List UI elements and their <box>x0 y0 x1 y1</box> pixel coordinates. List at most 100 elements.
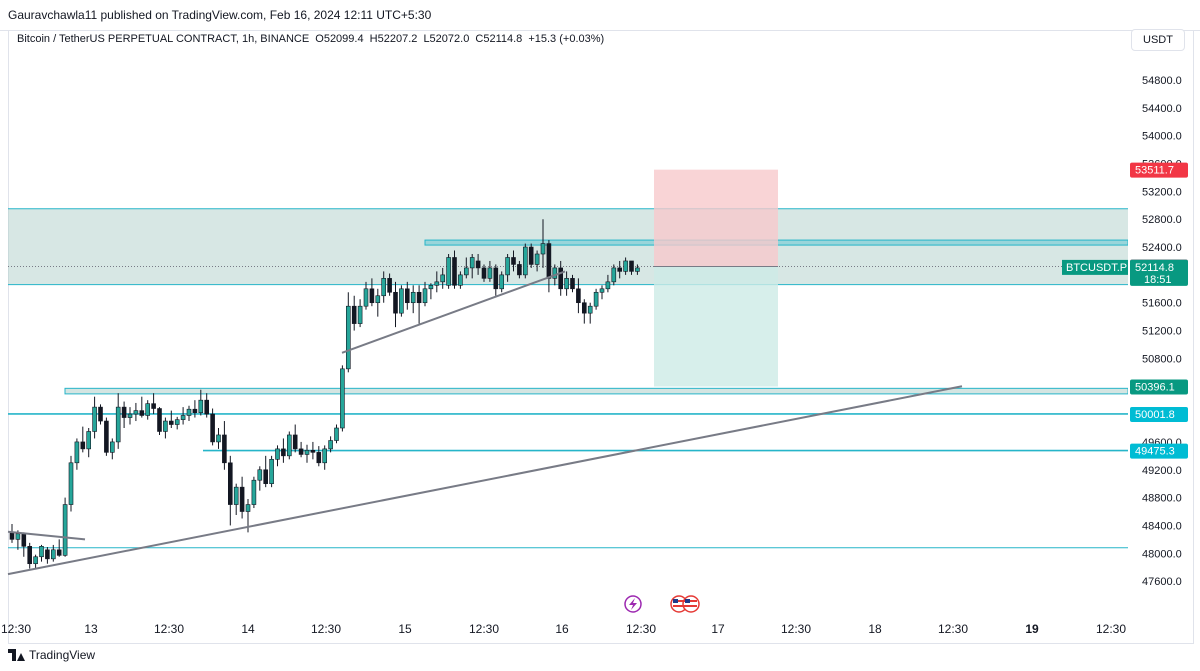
candle-body[interactable] <box>611 267 617 283</box>
candle-body[interactable] <box>487 267 493 279</box>
candle-body[interactable] <box>257 469 263 481</box>
candle-body[interactable] <box>334 427 339 441</box>
candle-body[interactable] <box>9 532 15 540</box>
candle-body[interactable] <box>623 260 628 272</box>
us-flag-icon[interactable] <box>682 595 700 613</box>
candle-body[interactable] <box>587 305 593 314</box>
candle-body[interactable] <box>50 549 56 560</box>
candle-body[interactable] <box>499 274 505 290</box>
candle-body[interactable] <box>33 556 38 565</box>
candle-body[interactable] <box>540 243 546 255</box>
candle-body[interactable] <box>363 288 369 307</box>
candle-body[interactable] <box>304 449 310 455</box>
candle-body[interactable] <box>133 410 139 415</box>
candle-body[interactable] <box>127 413 133 418</box>
symbol-name[interactable]: Bitcoin / TetherUS PERPETUAL CONTRACT, 1… <box>17 33 310 45</box>
candle-body[interactable] <box>310 449 316 453</box>
candle-body[interactable] <box>552 267 558 279</box>
candle-body[interactable] <box>292 434 298 450</box>
candle-body[interactable] <box>169 420 174 425</box>
candle-body[interactable] <box>45 549 50 560</box>
candle-body[interactable] <box>157 408 162 432</box>
candle-body[interactable] <box>399 288 404 314</box>
candle-body[interactable] <box>222 434 227 464</box>
candle-body[interactable] <box>110 441 115 453</box>
candle-body[interactable] <box>570 278 575 290</box>
candle-body[interactable] <box>345 305 351 370</box>
candle-body[interactable] <box>493 267 499 290</box>
candle-body[interactable] <box>393 291 398 314</box>
candle-body[interactable] <box>434 281 440 286</box>
candle-body[interactable] <box>576 288 581 304</box>
candle-body[interactable] <box>68 462 74 505</box>
candle-body[interactable] <box>522 246 528 276</box>
candle-body[interactable] <box>62 504 68 556</box>
candle-body[interactable] <box>564 278 569 290</box>
support-zone[interactable] <box>64 387 1129 395</box>
candle-body[interactable] <box>228 462 233 505</box>
currency-button[interactable]: USDT <box>1131 29 1185 51</box>
candle-body[interactable] <box>216 434 221 443</box>
candle-body[interactable] <box>263 469 269 484</box>
candle-body[interactable] <box>180 415 186 420</box>
candle-body[interactable] <box>286 434 292 457</box>
candle-body[interactable] <box>416 291 422 304</box>
candle-body[interactable] <box>27 546 33 565</box>
candle-body[interactable] <box>192 408 198 413</box>
candle-body[interactable] <box>145 403 150 416</box>
candle-body[interactable] <box>56 549 62 556</box>
candle-body[interactable] <box>74 441 80 464</box>
candle-body[interactable] <box>80 441 86 450</box>
candle-body[interactable] <box>546 243 552 279</box>
candle-body[interactable] <box>404 288 410 304</box>
candle-body[interactable] <box>328 440 333 450</box>
stop-loss-zone[interactable] <box>654 169 778 267</box>
candle-body[interactable] <box>452 257 457 286</box>
candle-body[interactable] <box>387 278 392 293</box>
candle-body[interactable] <box>410 291 416 304</box>
take-profit-zone[interactable] <box>654 266 778 387</box>
candle-body[interactable] <box>369 288 375 304</box>
candle-body[interactable] <box>121 406 127 418</box>
candle-body[interactable] <box>446 257 451 286</box>
candle-body[interactable] <box>186 408 192 416</box>
candle-body[interactable] <box>340 368 345 429</box>
trendline[interactable] <box>7 385 963 576</box>
candle-body[interactable] <box>593 291 599 307</box>
candle-body[interactable] <box>281 448 286 457</box>
candle-body[interactable] <box>86 431 91 450</box>
candle-body[interactable] <box>92 406 97 432</box>
candle-body[interactable] <box>21 533 27 547</box>
candle-body[interactable] <box>635 267 640 272</box>
candle-body[interactable] <box>605 281 611 290</box>
candle-body[interactable] <box>298 448 304 455</box>
candle-body[interactable] <box>251 479 257 505</box>
candle-body[interactable] <box>381 278 387 297</box>
candle-body[interactable] <box>174 419 180 425</box>
candle-body[interactable] <box>104 420 109 453</box>
candle-body[interactable] <box>375 295 381 304</box>
candle-body[interactable] <box>210 413 215 443</box>
candle-body[interactable] <box>98 406 103 422</box>
tradingview-logo[interactable]: TradingView <box>8 648 95 662</box>
candle-body[interactable] <box>458 274 463 286</box>
candle-body[interactable] <box>351 305 357 324</box>
trendline[interactable] <box>7 530 86 541</box>
resistance-zone[interactable] <box>8 208 1128 285</box>
candle-body[interactable] <box>163 420 168 432</box>
candle-body[interactable] <box>15 533 21 540</box>
candle-body[interactable] <box>245 504 251 512</box>
candle-body[interactable] <box>151 403 156 409</box>
candle-body[interactable] <box>463 267 469 276</box>
candle-body[interactable] <box>534 253 540 265</box>
candle-body[interactable] <box>511 257 516 265</box>
candle-body[interactable] <box>239 486 245 512</box>
candle-body[interactable] <box>617 267 623 272</box>
candle-body[interactable] <box>558 267 564 290</box>
candle-body[interactable] <box>233 486 239 505</box>
candle-body[interactable] <box>275 448 280 460</box>
candle-body[interactable] <box>198 399 204 413</box>
candle-body[interactable] <box>517 264 522 276</box>
candle-body[interactable] <box>629 260 634 272</box>
